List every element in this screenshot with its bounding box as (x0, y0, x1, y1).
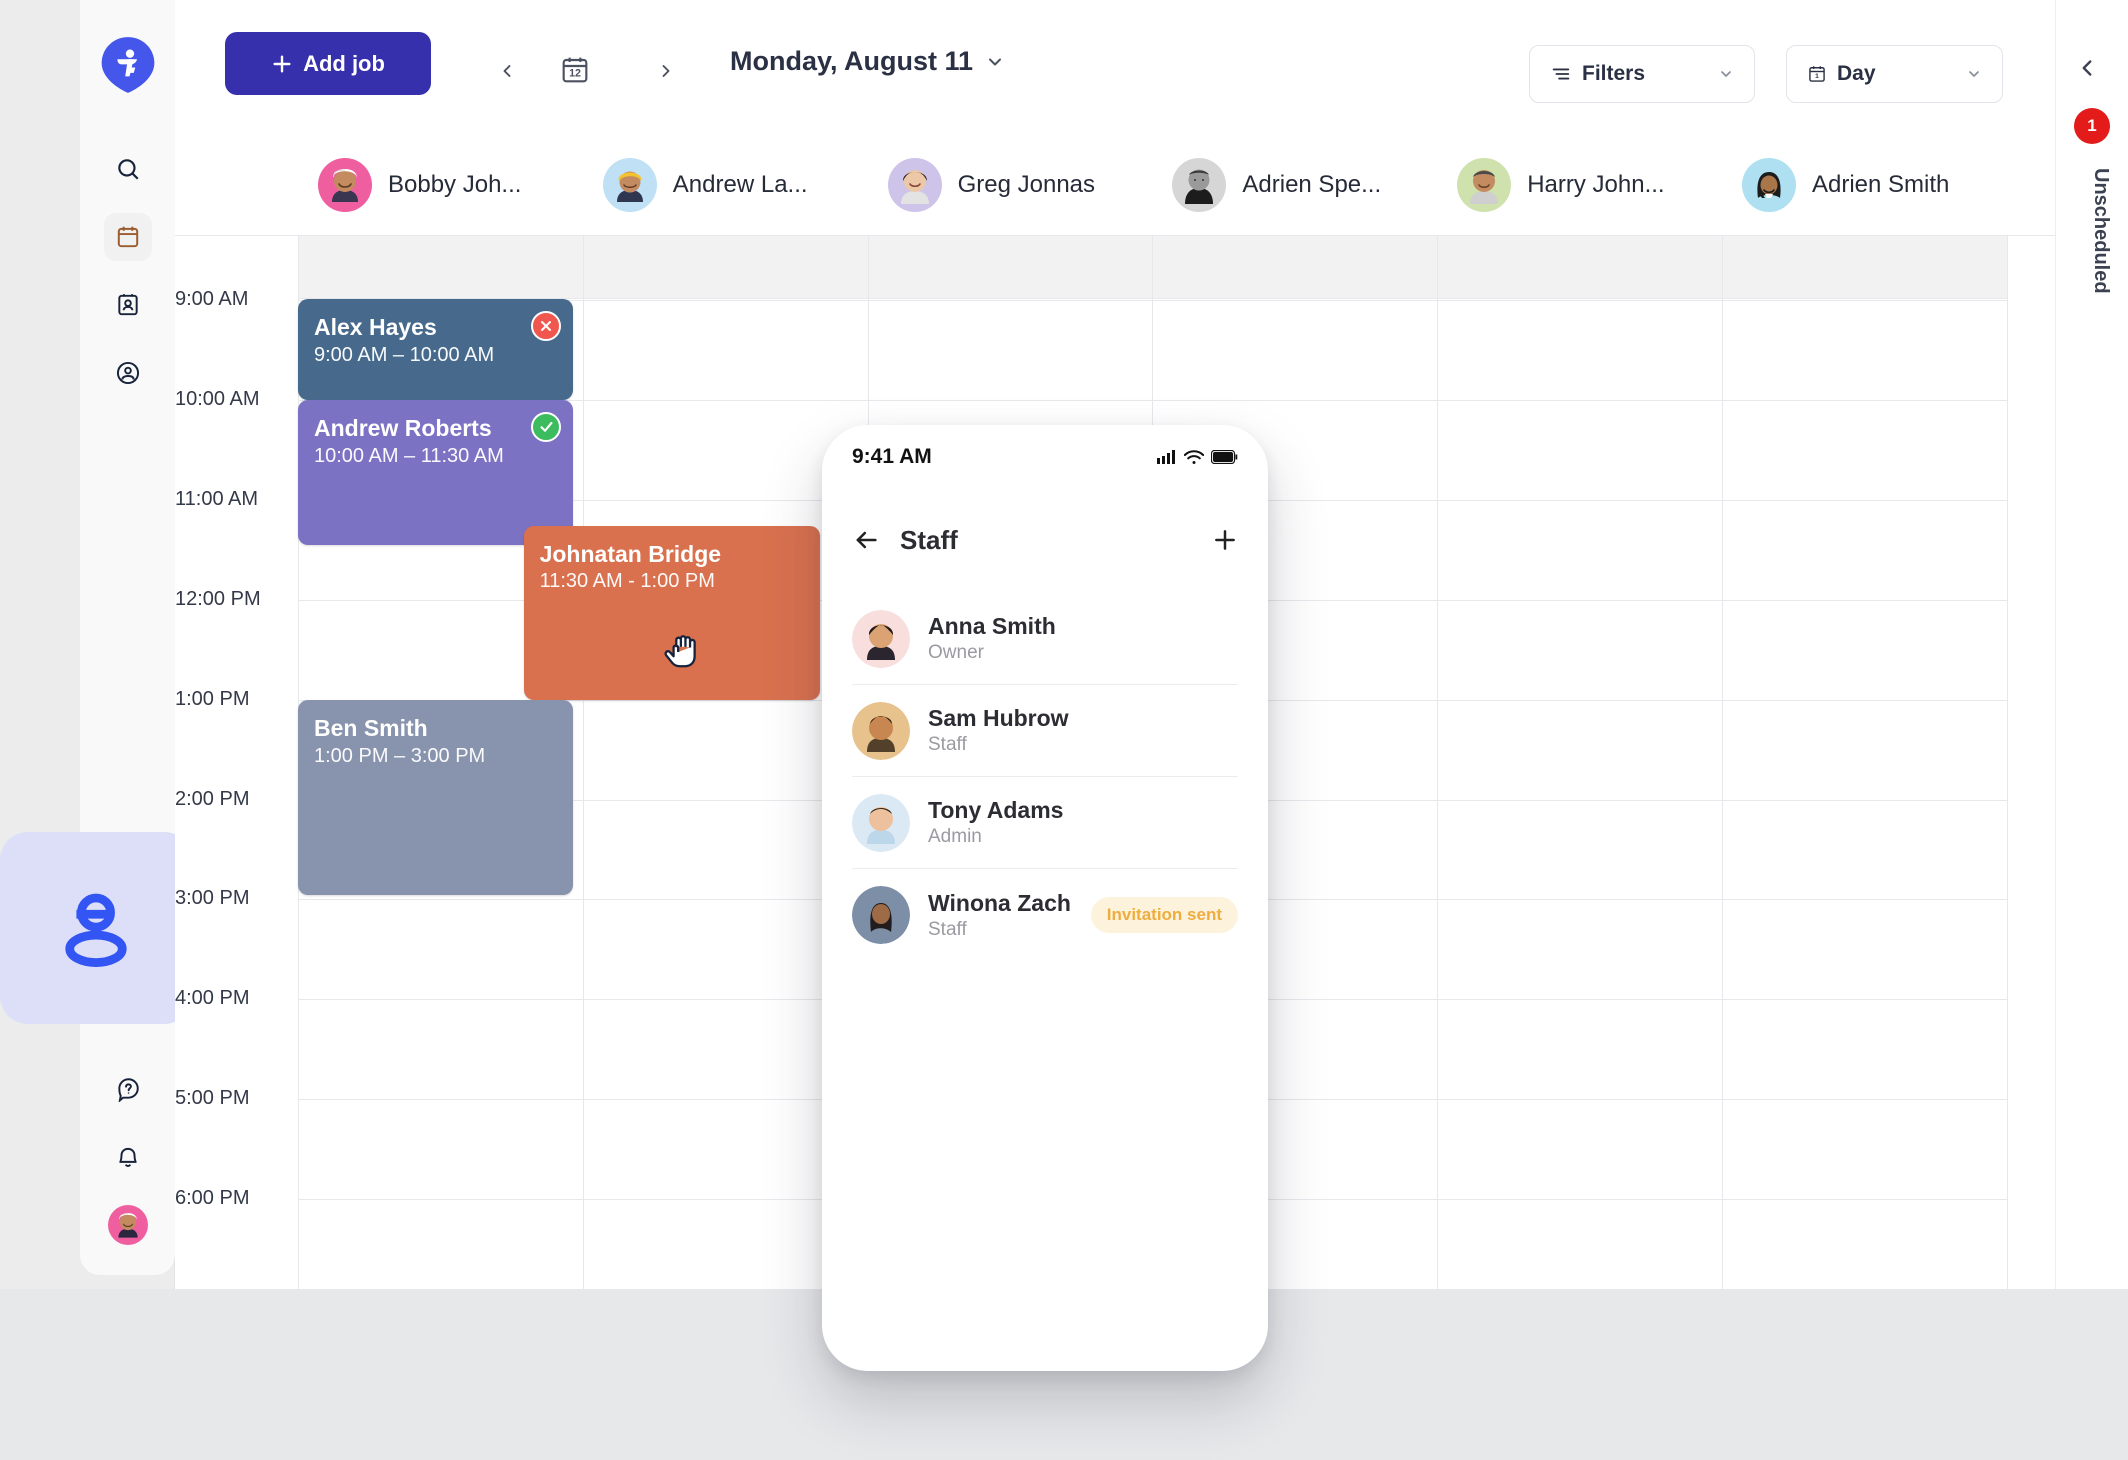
svg-text:1: 1 (1815, 73, 1819, 80)
svg-text:12: 12 (569, 68, 581, 80)
